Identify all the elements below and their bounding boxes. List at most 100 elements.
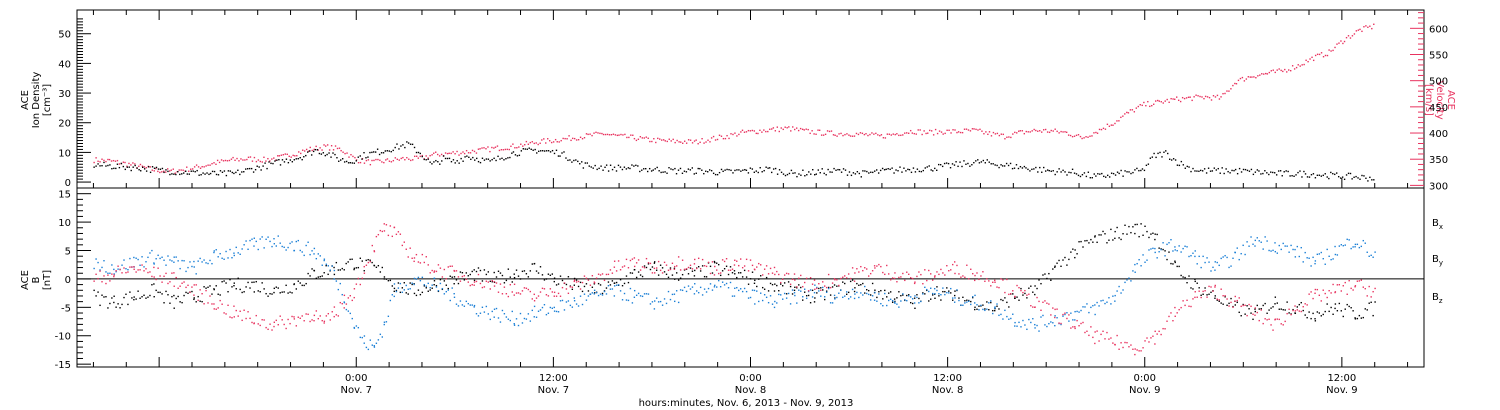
velocity-point — [97, 160, 99, 162]
velocity-point — [425, 155, 427, 157]
bz-point — [1202, 290, 1204, 293]
bz-point — [565, 288, 568, 290]
by-point — [139, 264, 141, 266]
bx-point — [325, 264, 327, 267]
by-point — [419, 279, 422, 282]
bz-point — [1212, 290, 1214, 292]
bx-point — [533, 262, 536, 265]
by-point — [958, 299, 960, 302]
velocity-point — [1332, 49, 1334, 52]
velocity-point — [776, 126, 779, 128]
density-point — [1339, 177, 1342, 179]
bx-point — [511, 281, 513, 283]
velocity-point — [242, 159, 244, 161]
by-point — [886, 304, 888, 307]
bz-point — [914, 281, 916, 283]
bz-point — [946, 264, 948, 267]
by-point — [719, 286, 722, 288]
velocity-point — [1322, 56, 1325, 58]
bx-point — [1266, 312, 1268, 314]
by-point — [1046, 325, 1048, 328]
bx-point — [891, 301, 894, 303]
bz-point — [1272, 329, 1274, 331]
bz-point — [723, 260, 726, 263]
density-point — [714, 173, 717, 176]
bz-point — [1054, 316, 1056, 319]
velocity-point — [275, 159, 277, 161]
velocity-point — [1239, 77, 1242, 80]
velocity-point — [452, 151, 454, 153]
bz-point — [299, 317, 301, 319]
velocity-point — [1004, 138, 1006, 140]
bx-point — [263, 288, 265, 290]
bx-point — [689, 267, 692, 269]
bx-point — [679, 277, 682, 279]
by-point — [1264, 236, 1266, 238]
bx-point — [651, 266, 654, 268]
bx-point — [1114, 237, 1116, 240]
by-point — [807, 290, 810, 293]
velocity-point — [251, 160, 254, 162]
by-point — [487, 313, 490, 315]
bz-point — [111, 273, 113, 275]
velocity-point — [209, 164, 211, 166]
density-point — [1188, 166, 1190, 168]
bz-point — [493, 280, 495, 283]
density-point — [1365, 177, 1367, 179]
bz-point — [213, 303, 215, 305]
bx-point — [874, 289, 876, 291]
by-point — [603, 290, 606, 293]
density-point — [134, 164, 136, 167]
velocity-point — [637, 138, 640, 140]
bx-point — [217, 293, 219, 295]
bz-point — [1276, 318, 1278, 320]
bz-point — [988, 280, 990, 282]
bx-point — [353, 267, 356, 270]
bz-point — [773, 266, 776, 269]
velocity-point — [1120, 116, 1122, 119]
bz-point — [1084, 331, 1086, 334]
bz-point — [1014, 295, 1016, 298]
by-point — [1352, 246, 1354, 248]
by-point — [1008, 318, 1010, 320]
density-point — [372, 151, 375, 153]
bz-point — [261, 319, 263, 321]
bx-point — [1342, 315, 1344, 318]
bz-point — [497, 291, 500, 293]
by-point — [1020, 326, 1022, 328]
velocity-point — [122, 161, 125, 163]
bz-point — [297, 316, 299, 318]
bx-point — [347, 261, 349, 263]
bz-point — [958, 273, 960, 275]
velocity-point — [1201, 96, 1203, 98]
velocity-point — [761, 131, 763, 133]
bz-point — [521, 290, 524, 292]
bz-point — [911, 277, 914, 280]
bz-point — [433, 270, 436, 272]
density-point — [349, 162, 352, 164]
by-point — [1374, 251, 1376, 253]
density-point — [901, 171, 903, 173]
velocity-point — [205, 165, 207, 167]
bx-point — [627, 281, 630, 284]
density-point — [774, 167, 777, 170]
velocity-point — [1291, 65, 1294, 67]
by-point — [333, 269, 336, 272]
velocity-point — [404, 159, 406, 161]
velocity-point — [431, 154, 433, 156]
velocity-point — [531, 141, 533, 143]
by-point — [439, 282, 442, 285]
bz-point — [1184, 304, 1186, 307]
density-point — [274, 160, 276, 162]
bx-point — [1202, 293, 1204, 295]
bz-point — [587, 279, 590, 281]
velocity-point — [585, 133, 588, 135]
by-point — [760, 292, 762, 294]
bz-point — [844, 275, 846, 277]
velocity-point — [365, 159, 368, 162]
velocity-point — [93, 161, 95, 164]
bx-point — [567, 276, 570, 278]
by-point — [213, 251, 215, 254]
bx-point — [243, 291, 245, 293]
density-point — [534, 148, 536, 151]
